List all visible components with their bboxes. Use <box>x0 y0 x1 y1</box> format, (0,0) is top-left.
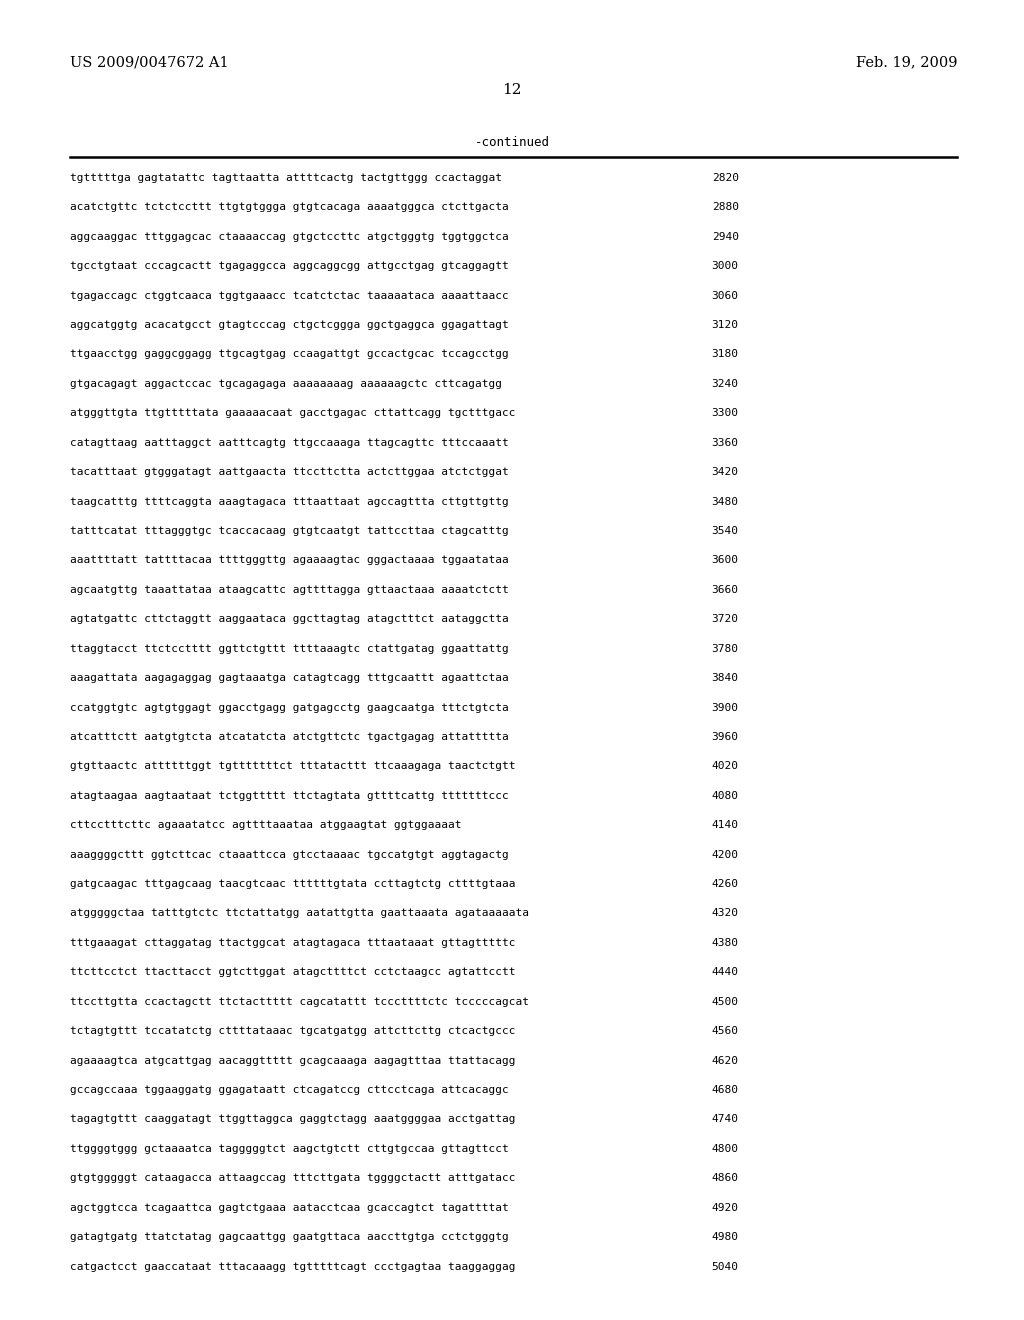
Text: 4800: 4800 <box>712 1144 738 1154</box>
Text: tgcctgtaat cccagcactt tgagaggcca aggcaggcgg attgcctgag gtcaggagtt: tgcctgtaat cccagcactt tgagaggcca aggcagg… <box>70 261 508 271</box>
Text: tttgaaagat cttaggatag ttactggcat atagtagaca tttaataaat gttagtttttc: tttgaaagat cttaggatag ttactggcat atagtag… <box>70 939 515 948</box>
Text: 3600: 3600 <box>712 556 738 565</box>
Text: 4860: 4860 <box>712 1173 738 1183</box>
Text: 2880: 2880 <box>712 202 738 213</box>
Text: 3180: 3180 <box>712 350 738 359</box>
Text: ttcttcctct ttacttacct ggtcttggat atagcttttct cctctaagcc agtattcctt: ttcttcctct ttacttacct ggtcttggat atagctt… <box>70 968 515 977</box>
Text: atcatttctt aatgtgtcta atcatatcta atctgttctc tgactgagag attattttta: atcatttctt aatgtgtcta atcatatcta atctgtt… <box>70 731 508 742</box>
Text: 3000: 3000 <box>712 261 738 271</box>
Text: 4200: 4200 <box>712 850 738 859</box>
Text: aaaggggcttt ggtcttcac ctaaattcca gtcctaaaac tgccatgtgt aggtagactg: aaaggggcttt ggtcttcac ctaaattcca gtcctaa… <box>70 850 508 859</box>
Text: 12: 12 <box>502 83 522 98</box>
Text: ttggggtggg gctaaaatca tagggggtct aagctgtctt cttgtgccaa gttagttcct: ttggggtggg gctaaaatca tagggggtct aagctgt… <box>70 1144 508 1154</box>
Text: tctagtgttt tccatatctg cttttataaac tgcatgatgg attcttcttg ctcactgccc: tctagtgttt tccatatctg cttttataaac tgcatg… <box>70 1026 515 1036</box>
Text: gtgttaactc attttttggt tgtttttttct tttatacttt ttcaaagaga taactctgtt: gtgttaactc attttttggt tgtttttttct tttata… <box>70 762 515 771</box>
Text: aggcaaggac tttggagcac ctaaaaccag gtgctccttc atgctgggtg tggtggctca: aggcaaggac tttggagcac ctaaaaccag gtgctcc… <box>70 232 508 242</box>
Text: 4140: 4140 <box>712 820 738 830</box>
Text: agctggtcca tcagaattca gagtctgaaa aatacctcaa gcaccagtct tagattttat: agctggtcca tcagaattca gagtctgaaa aatacct… <box>70 1203 508 1213</box>
Text: 3720: 3720 <box>712 614 738 624</box>
Text: catagttaag aatttaggct aatttcagtg ttgccaaaga ttagcagttc tttccaaatt: catagttaag aatttaggct aatttcagtg ttgccaa… <box>70 438 508 447</box>
Text: 4320: 4320 <box>712 908 738 919</box>
Text: 3660: 3660 <box>712 585 738 595</box>
Text: agaaaagtca atgcattgag aacaggttttt gcagcaaaga aagagtttaa ttattacagg: agaaaagtca atgcattgag aacaggttttt gcagca… <box>70 1056 515 1065</box>
Text: acatctgttc tctctccttt ttgtgtggga gtgtcacaga aaaatgggca ctcttgacta: acatctgttc tctctccttt ttgtgtggga gtgtcac… <box>70 202 508 213</box>
Text: 3360: 3360 <box>712 438 738 447</box>
Text: 3300: 3300 <box>712 408 738 418</box>
Text: aaattttatt tattttacaa ttttgggttg agaaaagtac gggactaaaa tggaatataa: aaattttatt tattttacaa ttttgggttg agaaaag… <box>70 556 508 565</box>
Text: tacatttaat gtgggatagt aattgaacta ttccttctta actcttggaa atctctggat: tacatttaat gtgggatagt aattgaacta ttccttc… <box>70 467 508 477</box>
Text: -continued: -continued <box>474 136 550 149</box>
Text: 2820: 2820 <box>712 173 738 183</box>
Text: ttgaacctgg gaggcggagg ttgcagtgag ccaagattgt gccactgcac tccagcctgg: ttgaacctgg gaggcggagg ttgcagtgag ccaagat… <box>70 350 508 359</box>
Text: 3120: 3120 <box>712 319 738 330</box>
Text: 4740: 4740 <box>712 1114 738 1125</box>
Text: 3480: 3480 <box>712 496 738 507</box>
Text: 3420: 3420 <box>712 467 738 477</box>
Text: 4380: 4380 <box>712 939 738 948</box>
Text: atgggggctaa tatttgtctc ttctattatgg aatattgtta gaattaaata agataaaaata: atgggggctaa tatttgtctc ttctattatgg aatat… <box>70 908 528 919</box>
Text: Feb. 19, 2009: Feb. 19, 2009 <box>856 55 957 70</box>
Text: agcaatgttg taaattataa ataagcattc agttttagga gttaactaaa aaaatctctt: agcaatgttg taaattataa ataagcattc agtttta… <box>70 585 508 595</box>
Text: US 2009/0047672 A1: US 2009/0047672 A1 <box>70 55 228 70</box>
Text: gtgtgggggt cataagacca attaagccag tttcttgata tggggctactt atttgatacc: gtgtgggggt cataagacca attaagccag tttcttg… <box>70 1173 515 1183</box>
Text: 4920: 4920 <box>712 1203 738 1213</box>
Text: 3060: 3060 <box>712 290 738 301</box>
Text: 3960: 3960 <box>712 731 738 742</box>
Text: 3540: 3540 <box>712 525 738 536</box>
Text: 4440: 4440 <box>712 968 738 977</box>
Text: 2940: 2940 <box>712 232 738 242</box>
Text: ccatggtgtc agtgtggagt ggacctgagg gatgagcctg gaagcaatga tttctgtcta: ccatggtgtc agtgtggagt ggacctgagg gatgagc… <box>70 702 508 713</box>
Text: ttccttgtta ccactagctt ttctacttttt cagcatattt tcccttttctc tcccccagcat: ttccttgtta ccactagctt ttctacttttt cagcat… <box>70 997 528 1007</box>
Text: atagtaagaa aagtaataat tctggttttt ttctagtata gttttcattg tttttttccc: atagtaagaa aagtaataat tctggttttt ttctagt… <box>70 791 508 801</box>
Text: 3840: 3840 <box>712 673 738 682</box>
Text: 4620: 4620 <box>712 1056 738 1065</box>
Text: cttcctttcttc agaaatatcc agttttaaataa atggaagtat ggtggaaaat: cttcctttcttc agaaatatcc agttttaaataa atg… <box>70 820 461 830</box>
Text: catgactcct gaaccataat tttacaaagg tgtttttcagt ccctgagtaa taaggaggag: catgactcct gaaccataat tttacaaagg tgttttt… <box>70 1262 515 1271</box>
Text: aggcatggtg acacatgcct gtagtcccag ctgctcggga ggctgaggca ggagattagt: aggcatggtg acacatgcct gtagtcccag ctgctcg… <box>70 319 508 330</box>
Text: taagcatttg ttttcaggta aaagtagaca tttaattaat agccagttta cttgttgttg: taagcatttg ttttcaggta aaagtagaca tttaatt… <box>70 496 508 507</box>
Text: 4080: 4080 <box>712 791 738 801</box>
Text: gatagtgatg ttatctatag gagcaattgg gaatgttaca aaccttgtga cctctgggtg: gatagtgatg ttatctatag gagcaattgg gaatgtt… <box>70 1232 508 1242</box>
Text: 4260: 4260 <box>712 879 738 890</box>
Text: 5040: 5040 <box>712 1262 738 1271</box>
Text: agtatgattc cttctaggtt aaggaataca ggcttagtag atagctttct aataggctta: agtatgattc cttctaggtt aaggaataca ggcttag… <box>70 614 508 624</box>
Text: tatttcatat tttagggtgc tcaccacaag gtgtcaatgt tattccttaa ctagcatttg: tatttcatat tttagggtgc tcaccacaag gtgtcaa… <box>70 525 508 536</box>
Text: atgggttgta ttgtttttata gaaaaacaat gacctgagac cttattcagg tgctttgacc: atgggttgta ttgtttttata gaaaaacaat gacctg… <box>70 408 515 418</box>
Text: tgagaccagc ctggtcaaca tggtgaaacc tcatctctac taaaaataca aaaattaacc: tgagaccagc ctggtcaaca tggtgaaacc tcatctc… <box>70 290 508 301</box>
Text: 4980: 4980 <box>712 1232 738 1242</box>
Text: tgtttttga gagtatattc tagttaatta attttcactg tactgttggg ccactaggat: tgtttttga gagtatattc tagttaatta attttcac… <box>70 173 502 183</box>
Text: 3240: 3240 <box>712 379 738 389</box>
Text: 4560: 4560 <box>712 1026 738 1036</box>
Text: gtgacagagt aggactccac tgcagagaga aaaaaaaag aaaaaagctc cttcagatgg: gtgacagagt aggactccac tgcagagaga aaaaaaa… <box>70 379 502 389</box>
Text: 4020: 4020 <box>712 762 738 771</box>
Text: 3900: 3900 <box>712 702 738 713</box>
Text: 3780: 3780 <box>712 644 738 653</box>
Text: gccagccaaa tggaaggatg ggagataatt ctcagatccg cttcctcaga attcacaggc: gccagccaaa tggaaggatg ggagataatt ctcagat… <box>70 1085 508 1096</box>
Text: aaagattata aagagaggag gagtaaatga catagtcagg tttgcaattt agaattctaa: aaagattata aagagaggag gagtaaatga catagtc… <box>70 673 508 682</box>
Text: gatgcaagac tttgagcaag taacgtcaac ttttttgtata ccttagtctg cttttgtaaa: gatgcaagac tttgagcaag taacgtcaac ttttttg… <box>70 879 515 890</box>
Text: 4680: 4680 <box>712 1085 738 1096</box>
Text: tagagtgttt caaggatagt ttggttaggca gaggtctagg aaatggggaa acctgattag: tagagtgttt caaggatagt ttggttaggca gaggtc… <box>70 1114 515 1125</box>
Text: 4500: 4500 <box>712 997 738 1007</box>
Text: ttaggtacct ttctcctttt ggttctgttt ttttaaagtc ctattgatag ggaattattg: ttaggtacct ttctcctttt ggttctgttt ttttaaa… <box>70 644 508 653</box>
